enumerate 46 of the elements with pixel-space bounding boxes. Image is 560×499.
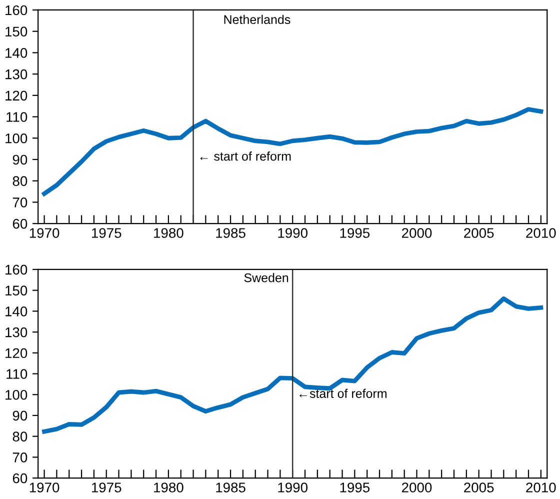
y-tick-label: 70 [12, 198, 28, 208]
y-tick-label: 150 [6, 286, 28, 296]
y-tick-label: 110 [6, 369, 28, 379]
y-tick-label: 90 [12, 410, 28, 421]
y-tick-label: 70 [12, 452, 28, 462]
y-tick-label: 120 [6, 90, 28, 101]
x-tick-label: 2000 [402, 228, 432, 238]
y-tick-label: 120 [6, 348, 28, 358]
y-tick-label: 160 [6, 5, 28, 16]
x-tick-label: 1970 [30, 482, 60, 492]
x-tick-label: 2005 [464, 228, 494, 238]
y-tick-label: 90 [12, 154, 28, 165]
y-tick-label: 140 [6, 48, 28, 58]
x-tick-label: 1985 [216, 482, 246, 492]
y-tick-label: 80 [12, 432, 28, 442]
y-tick-label: 100 [6, 133, 28, 144]
y-tick-label: 110 [6, 112, 28, 122]
x-tick-label: 1995 [340, 228, 370, 238]
x-tick-label: 2010 [526, 228, 556, 238]
x-tick-label: 1995 [340, 482, 370, 492]
y-tick-label: 130 [6, 327, 28, 338]
line-series [42, 296, 544, 434]
x-tick-label: 2005 [464, 482, 494, 492]
line-series [42, 107, 544, 196]
ref-line-label: ←start of reform [300, 388, 386, 398]
x-tick-label: 2000 [402, 482, 432, 492]
chart-title: Sweden [244, 273, 288, 282]
y-tick-label: 130 [6, 69, 28, 80]
y-tick-label: 60 [12, 473, 28, 484]
x-tick-label: 1980 [154, 228, 184, 238]
x-tick-label: 2010 [526, 482, 556, 492]
y-tick-label: 80 [12, 176, 28, 186]
y-tick-label: 60 [12, 218, 28, 229]
y-tick-label: 150 [6, 26, 28, 37]
y-tick-label: 160 [6, 264, 28, 275]
ref-line-label: ← start of reform [200, 152, 291, 161]
x-tick-label: 1970 [30, 228, 60, 238]
x-tick-label: 1990 [278, 482, 308, 492]
chart-title: Netherlands [224, 14, 290, 24]
y-tick-label: 140 [6, 306, 28, 316]
x-tick-label: 1975 [92, 482, 122, 492]
x-tick-label: 1985 [216, 228, 246, 238]
x-tick-label: 1990 [278, 228, 308, 238]
y-tick-label: 100 [6, 390, 28, 400]
x-tick-label: 1980 [154, 482, 184, 492]
x-tick-label: 1975 [92, 228, 122, 238]
